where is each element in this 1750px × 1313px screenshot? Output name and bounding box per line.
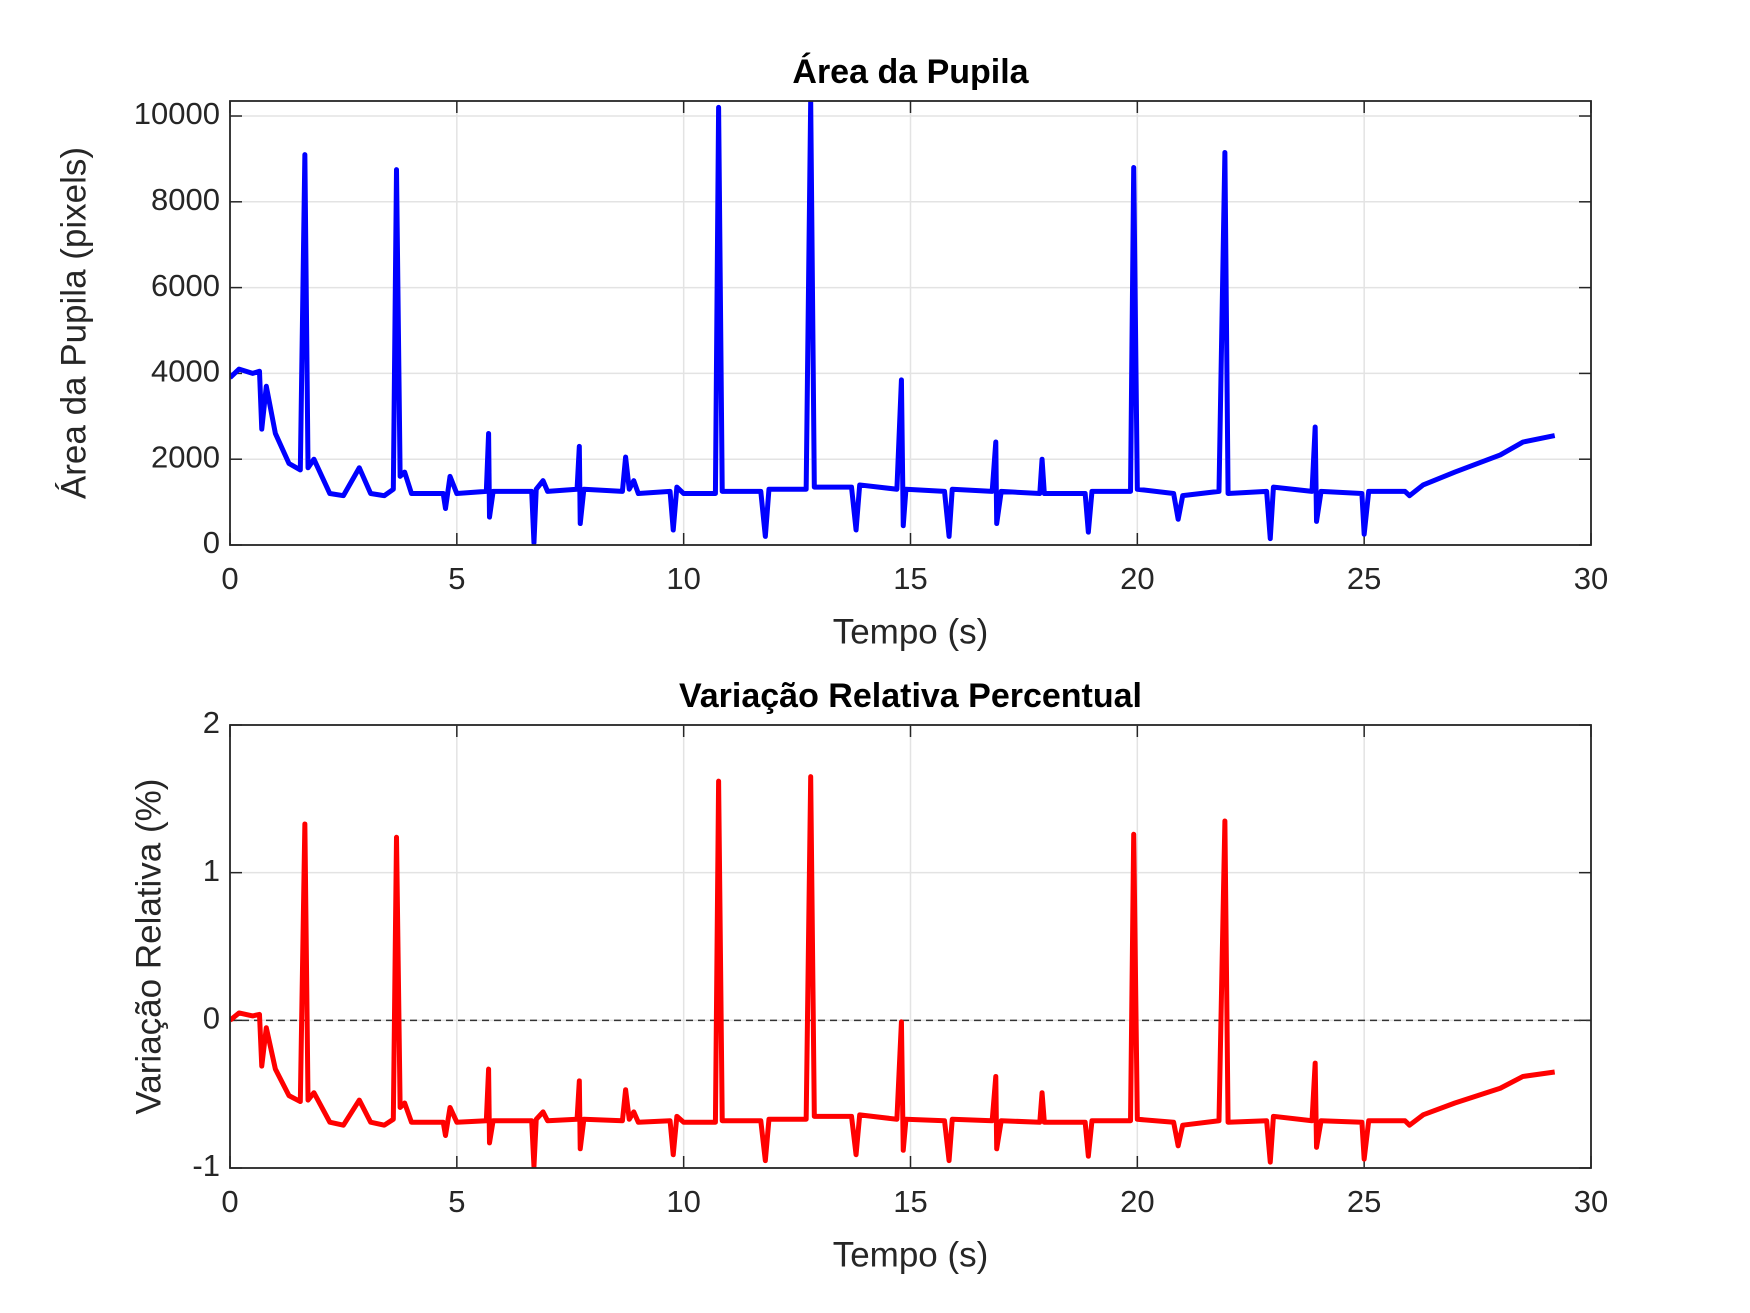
y-tick-label: 0 [203, 1001, 220, 1036]
y-tick-label: 2000 [151, 439, 220, 474]
x-tick-label: 25 [1347, 561, 1381, 596]
x-tick-label: 25 [1347, 1184, 1381, 1219]
x-tick-label: 15 [893, 1184, 927, 1219]
y-tick-label: 2 [203, 705, 220, 740]
x-axis-label: Tempo (s) [833, 612, 989, 651]
y-tick-label: 0 [203, 525, 220, 560]
data-line [230, 101, 1556, 545]
axes-box [229, 724, 1592, 1169]
x-tick-label: 20 [1120, 1184, 1154, 1219]
x-tick-label: 10 [666, 561, 700, 596]
y-tick-label: 10000 [134, 96, 220, 131]
axes-box [229, 100, 1592, 546]
y-tick-label: 1 [203, 853, 220, 888]
y-tick-label: -1 [192, 1148, 220, 1183]
y-tick-label: 4000 [151, 354, 220, 389]
x-tick-label: 5 [448, 1184, 465, 1219]
x-tick-label: 30 [1574, 1184, 1608, 1219]
y-tick-label: 6000 [151, 268, 220, 303]
x-tick-label: 30 [1574, 561, 1608, 596]
chart-title: Variação Relativa Percentual [679, 677, 1142, 715]
y-axis-label: Área da Pupila (pixels) [54, 147, 93, 499]
chart-title: Área da Pupila [792, 53, 1029, 91]
x-tick-label: 0 [221, 561, 238, 596]
x-axis-label: Tempo (s) [833, 1235, 989, 1274]
x-tick-label: 10 [666, 1184, 700, 1219]
y-axis-label: Variação Relativa (%) [129, 779, 168, 1115]
y-tick-label: 8000 [151, 182, 220, 217]
data-line [230, 774, 1556, 1168]
x-tick-label: 20 [1120, 561, 1154, 596]
x-tick-label: 0 [221, 1184, 238, 1219]
x-tick-label: 5 [448, 561, 465, 596]
x-tick-label: 15 [893, 561, 927, 596]
